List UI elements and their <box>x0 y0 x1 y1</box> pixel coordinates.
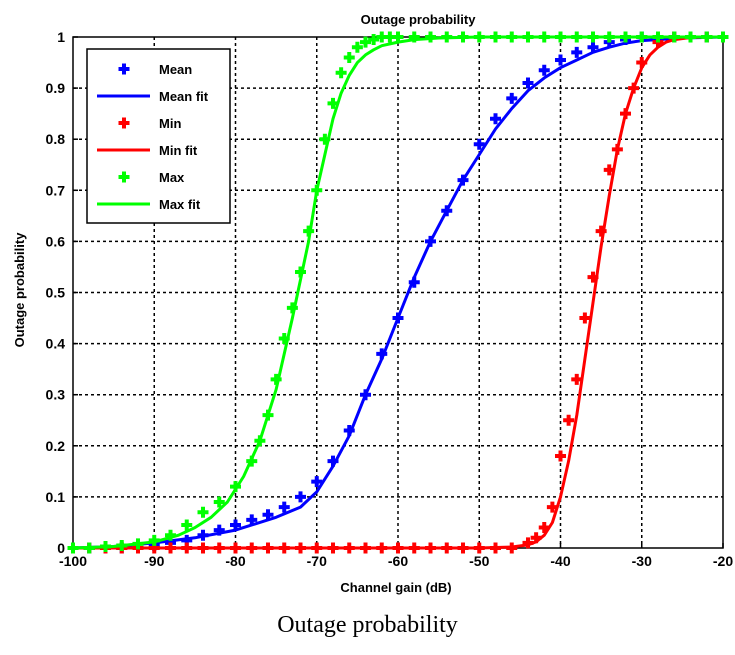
min-point <box>571 373 583 385</box>
min-point <box>563 414 575 426</box>
series-layer <box>67 31 729 554</box>
chart-title: Outage probability <box>361 12 477 27</box>
legend-label-min-fit: Min fit <box>159 143 198 158</box>
max-point <box>343 51 355 63</box>
mean-point <box>506 92 518 104</box>
y-tick-label: 0.9 <box>46 80 66 96</box>
legend-label-max-fit: Max fit <box>159 197 201 212</box>
y-tick-label: 1 <box>57 29 65 45</box>
max-point <box>213 496 225 508</box>
mean-point <box>522 77 534 89</box>
mean-point <box>473 138 485 150</box>
x-axis-label: Channel gain (dB) <box>340 580 451 595</box>
y-tick-label: 0.8 <box>46 131 66 147</box>
y-tick-label: 0.3 <box>46 387 66 403</box>
y-tick-label: 0.4 <box>46 336 66 352</box>
x-tick-label: -90 <box>144 553 164 569</box>
min-point <box>579 312 591 324</box>
x-tick-label: -50 <box>469 553 489 569</box>
mean-point <box>278 501 290 513</box>
max-fit-line <box>72 35 723 550</box>
legend-label-min: Min <box>159 116 181 131</box>
mean-point <box>571 46 583 58</box>
mean-point <box>311 476 323 488</box>
max-point <box>360 36 371 48</box>
mean-point <box>538 64 550 76</box>
legend: Mean Mean fit Min Min fit Max Max fit <box>86 48 231 224</box>
x-tick-label: -30 <box>632 553 652 569</box>
x-tick-label: -100 <box>59 553 87 569</box>
series-mean-fit <box>72 35 724 550</box>
mean-point <box>490 113 501 125</box>
legend-box <box>86 48 231 224</box>
legend-label-mean-fit: Mean fit <box>159 89 209 104</box>
x-tick-label: -60 <box>388 553 408 569</box>
x-tick-label: -70 <box>307 553 327 569</box>
y-tick-label: 0.1 <box>46 489 66 505</box>
legend-swatch-max <box>118 171 130 183</box>
max-point <box>335 67 347 79</box>
mean-fit-line <box>72 35 724 550</box>
x-tick-label: -40 <box>550 553 570 569</box>
y-tick-label: 0.2 <box>46 438 66 454</box>
max-point <box>197 506 209 518</box>
series-max-fit <box>72 35 723 550</box>
max-point <box>181 519 193 531</box>
mean-point <box>555 54 566 66</box>
x-tick-label: -20 <box>713 553 733 569</box>
min-point <box>555 450 566 462</box>
max-point <box>368 34 380 46</box>
y-tick-label: 0.6 <box>46 233 66 249</box>
outage-probability-chart: Outage probability -100 -90 -80 -70 -60 -50 -4… <box>12 12 734 595</box>
min-fit-line <box>73 35 723 550</box>
y-axis-label: Outage probability <box>12 232 27 348</box>
max-point <box>351 41 363 53</box>
tick-labels: -100 -90 -80 -70 -60 -50 -40 -30 -20 0 0.1 0.2 0.3 0.… <box>46 29 734 569</box>
y-tick-label: 0 <box>57 540 65 556</box>
legend-swatch-mean <box>118 63 130 75</box>
mean-point <box>295 491 306 503</box>
legend-label-mean: Mean <box>159 62 192 77</box>
series-min-fit <box>73 35 723 550</box>
x-tick-label: -80 <box>225 553 245 569</box>
legend-swatch-min <box>118 117 130 129</box>
figure-caption: Outage probability <box>277 612 458 638</box>
legend-label-max: Max <box>159 170 185 185</box>
y-tick-label: 0.5 <box>46 285 66 301</box>
y-tick-label: 0.7 <box>46 182 66 198</box>
